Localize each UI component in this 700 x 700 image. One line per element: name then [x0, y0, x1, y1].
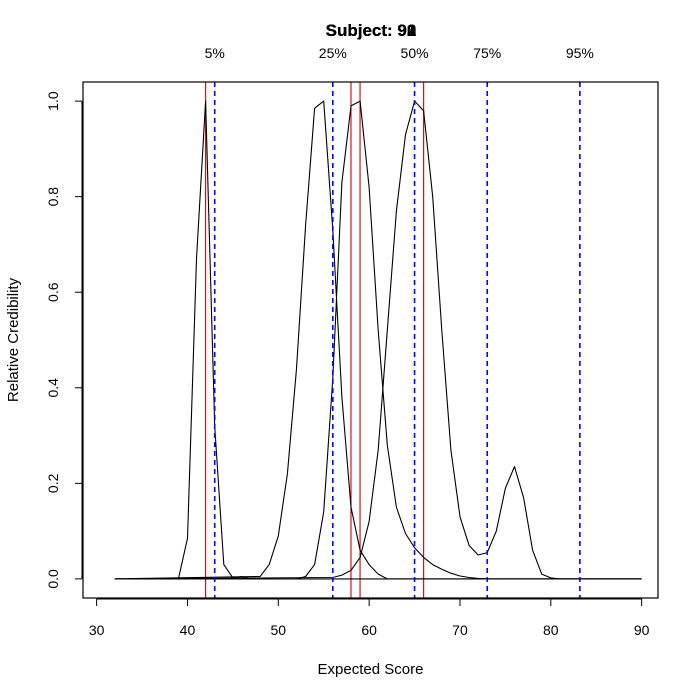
- x-tick-label: 90: [634, 622, 650, 638]
- percentile-lines: [213, 82, 581, 598]
- x-axis-title: Expected Score: [318, 661, 424, 678]
- x-axis: 30 40 50 60 70 80 90: [89, 598, 650, 638]
- curve-subject-d: [114, 100, 642, 580]
- x-tick-label: 30: [89, 622, 105, 638]
- percentile-labels: 5% 25% 50% 75% 95%: [205, 45, 594, 61]
- y-tick-label: 0.2: [45, 473, 61, 493]
- curve-subject-b: [114, 100, 642, 580]
- x-tick-label: 50: [271, 622, 287, 638]
- chart-title-layer: Subject: 90: [326, 21, 417, 40]
- chart-title-layer: Subject: 92: [326, 21, 417, 40]
- y-tick-label: 0.4: [45, 378, 61, 398]
- percentile-label: 25%: [319, 45, 347, 61]
- plot-area: [114, 82, 642, 598]
- y-tick-label: 1.0: [45, 91, 61, 111]
- y-tick-label: 0.0: [45, 569, 61, 589]
- percentile-label: 95%: [566, 45, 594, 61]
- x-tick-label: 60: [361, 622, 377, 638]
- percentile-label: 50%: [401, 45, 429, 61]
- y-axis-title: Relative Credibility: [5, 277, 22, 402]
- credibility-curves: [114, 100, 642, 580]
- x-tick-label: 70: [452, 622, 468, 638]
- y-tick-label: 0.8: [45, 187, 61, 207]
- x-tick-label: 40: [180, 622, 196, 638]
- curve-subject-c: [114, 100, 642, 580]
- x-tick-label: 80: [543, 622, 559, 638]
- chart-title-layer: Subject: 91: [326, 21, 417, 40]
- curve-subject-a: [114, 100, 642, 580]
- chart-title-layer: Subject: 93: [326, 21, 417, 40]
- red-reference-lines: [205, 82, 425, 598]
- percentile-label: 5%: [205, 45, 225, 61]
- y-tick-label: 0.6: [45, 282, 61, 302]
- plot-frame: [82, 81, 659, 599]
- y-axis: 0.0 0.2 0.4 0.6 0.8 1.0: [45, 91, 83, 589]
- percentile-label: 75%: [473, 45, 501, 61]
